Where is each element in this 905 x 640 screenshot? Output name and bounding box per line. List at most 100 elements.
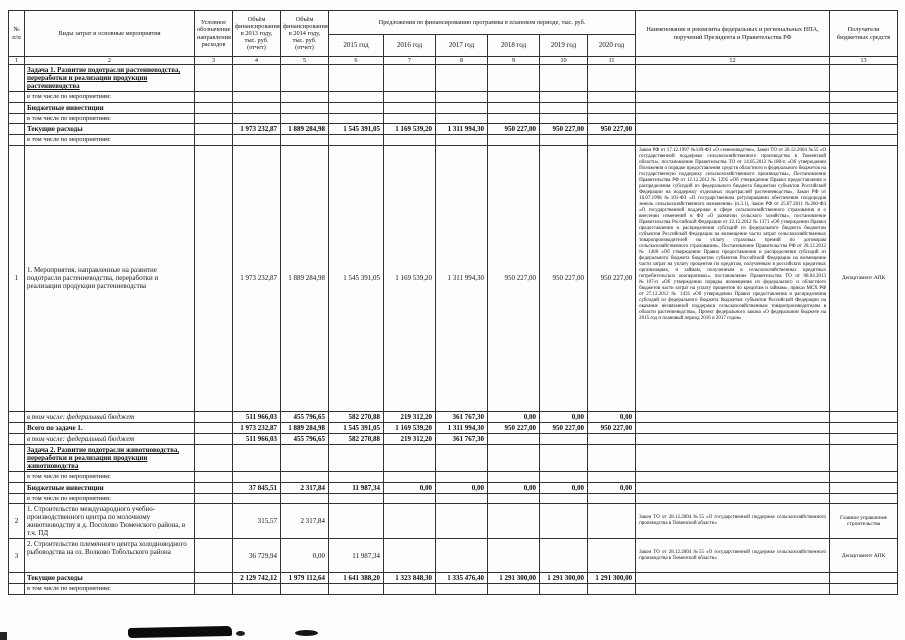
npa-cell xyxy=(635,101,831,114)
code-cell xyxy=(194,101,233,114)
value-2017-cell: 1 335 476,40 xyxy=(435,572,488,585)
code-cell xyxy=(194,481,233,494)
npa-cell xyxy=(635,134,831,146)
recipient-cell: Департамент АПК xyxy=(829,538,899,574)
npa-cell: Закон РФ от 17.12.1997 №149-ФЗ «О семено… xyxy=(635,144,831,412)
code-cell xyxy=(194,471,233,483)
value-2015-cell xyxy=(328,492,384,505)
table-row: в том числе по мероприятиям: xyxy=(8,134,899,146)
value-2019-cell: 950 227,00 xyxy=(539,144,588,412)
col-index: 10 xyxy=(539,55,588,66)
col-index: 11 xyxy=(586,55,637,66)
col-header-plan-group: Предложения по финансированию программы … xyxy=(327,10,637,35)
row-num-cell xyxy=(8,410,25,423)
recipient-cell xyxy=(829,421,899,434)
row-label-cell: Текущие расходы xyxy=(24,123,195,136)
code-cell xyxy=(194,432,233,446)
code-cell xyxy=(194,91,233,103)
value-2016-cell: 1 169 539,20 xyxy=(383,421,436,434)
value-2019-cell: 950 227,00 xyxy=(539,421,588,434)
document-sheet: № п/п Виды затрат и основные мероприятия… xyxy=(8,10,899,595)
value-2018-cell xyxy=(487,91,540,103)
recipient-cell: Департамент АПК xyxy=(829,144,899,412)
value-2016-cell: 1 169 539,20 xyxy=(383,123,436,136)
col-index: 4 xyxy=(232,55,281,66)
npa-cell xyxy=(635,572,831,585)
table-row: Бюджетные инвестиции 37 845,51 2 317,84 11 … xyxy=(8,481,899,494)
row-label-cell: Задача 1. Развитие подотрасли растениево… xyxy=(24,64,195,93)
col-header-2013: Объём финансирования в 2013 году, тыс. р… xyxy=(232,10,281,57)
value-2015-cell xyxy=(328,112,384,125)
value-2016-cell xyxy=(383,64,436,93)
recipient-cell xyxy=(829,471,899,483)
table-row: в том числе по мероприятиям: xyxy=(8,112,899,125)
col-header-2020: 2020 год xyxy=(586,34,637,57)
code-cell xyxy=(194,572,233,585)
value-2017-cell xyxy=(435,471,488,483)
value-2019-cell xyxy=(539,64,588,93)
value-2017-cell xyxy=(435,101,488,114)
row-num-cell xyxy=(8,91,25,103)
col-index: 9 xyxy=(487,55,540,66)
npa-cell xyxy=(635,123,831,136)
value-2020-cell xyxy=(586,101,637,114)
value-2020-cell xyxy=(586,471,637,483)
value-2015-cell xyxy=(328,101,384,114)
value-2019-cell xyxy=(539,503,588,540)
value-2013-cell: 1 973 232,87 xyxy=(232,421,281,434)
value-2013-cell: 1 973 232,87 xyxy=(232,144,281,412)
value-2013-cell: 315,57 xyxy=(232,503,281,540)
value-2015-cell xyxy=(328,91,384,103)
col-header-kinds: Виды затрат и основные мероприятия xyxy=(24,10,195,57)
value-2013-cell: 511 966,03 xyxy=(232,410,281,423)
value-2018-cell xyxy=(487,492,540,505)
value-2015-cell: 582 270,88 xyxy=(328,432,384,446)
table-row: Задача 1. Развитие подотрасли растениево… xyxy=(8,64,899,93)
recipient-cell xyxy=(829,64,899,93)
value-2020-cell: 0,00 xyxy=(586,410,637,423)
value-2017-cell: 1 311 994,30 xyxy=(435,144,488,412)
table-row: 3 2. Строительство племенного центра холо… xyxy=(8,538,899,574)
col-index: 12 xyxy=(635,55,831,66)
row-label-cell: 1. Мероприятия, направленные на развитие… xyxy=(24,144,195,412)
value-2020-cell xyxy=(586,538,637,574)
col-index: 5 xyxy=(280,55,329,66)
value-2014-cell: 455 796,65 xyxy=(280,410,329,423)
table-header: № п/п Виды затрат и основные мероприятия… xyxy=(8,10,899,66)
value-2013-cell: 511 966,03 xyxy=(232,432,281,446)
value-2015-cell xyxy=(328,134,384,146)
row-num-cell xyxy=(8,471,25,483)
table-row: в том числе: федеральный бюджет 511 966,0… xyxy=(8,432,899,446)
scan-artifact xyxy=(0,632,7,640)
npa-cell: Закон ТО от 28.12.2004 №55 «О государств… xyxy=(635,503,831,540)
value-2018-cell xyxy=(487,64,540,93)
value-2013-cell xyxy=(232,64,281,93)
value-2013-cell xyxy=(232,492,281,505)
value-2020-cell xyxy=(586,503,637,540)
value-2020-cell xyxy=(586,112,637,125)
row-num-cell: 3 xyxy=(8,538,25,574)
recipient-cell xyxy=(829,91,899,103)
recipient-cell xyxy=(829,123,899,136)
recipient-cell xyxy=(829,481,899,494)
row-num-cell xyxy=(8,481,25,494)
value-2016-cell xyxy=(383,492,436,505)
col-header-2017: 2017 год xyxy=(435,34,488,57)
financing-table: № п/п Виды затрат и основные мероприятия… xyxy=(8,10,899,595)
value-2018-cell xyxy=(487,583,540,595)
code-cell xyxy=(194,64,233,93)
col-header-npa: Наименование и реквизиты федеральных и р… xyxy=(635,10,831,57)
value-2020-cell xyxy=(586,444,637,473)
value-2014-cell: 1 889 284,98 xyxy=(280,144,329,412)
value-2019-cell xyxy=(539,444,588,473)
value-2019-cell xyxy=(539,538,588,574)
value-2018-cell: 950 227,00 xyxy=(487,421,540,434)
npa-cell xyxy=(635,492,831,505)
recipient-cell xyxy=(829,572,899,585)
value-2014-cell xyxy=(280,91,329,103)
table-row: в том числе: федеральный бюджет 511 966,0… xyxy=(8,410,899,423)
value-2016-cell xyxy=(383,444,436,473)
value-2020-cell xyxy=(586,91,637,103)
value-2014-cell xyxy=(280,583,329,595)
value-2017-cell xyxy=(435,444,488,473)
